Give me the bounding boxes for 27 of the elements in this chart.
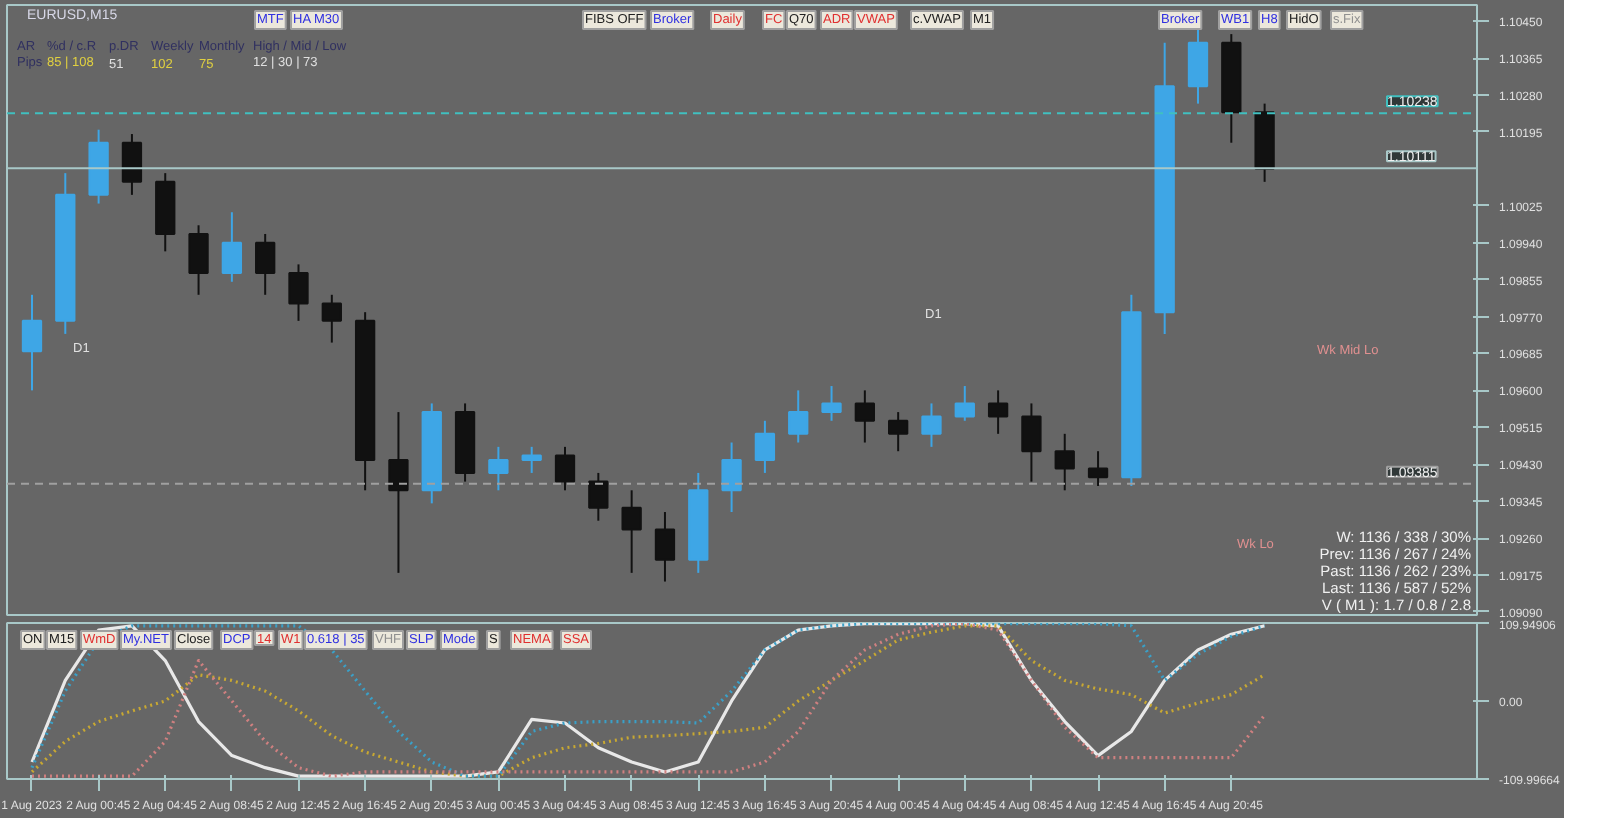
candlestick: [588, 471, 609, 522]
candlestick: [1087, 450, 1109, 487]
candlestick: [721, 441, 742, 514]
candlestick: [1187, 28, 1209, 105]
candlestick: [21, 293, 43, 392]
candlestick: [388, 411, 409, 574]
candlestick: [788, 389, 809, 444]
candlestick: [621, 489, 642, 574]
candlestick: [488, 445, 509, 492]
candlestick: [1021, 402, 1042, 483]
candlestick: [521, 445, 542, 474]
candlestick: [1054, 432, 1075, 492]
candlestick: [188, 224, 209, 296]
candlestick: [754, 419, 776, 474]
candlestick: [554, 445, 576, 492]
candlestick: [821, 385, 842, 422]
candlestick: [954, 385, 975, 422]
candlestick: [255, 232, 276, 296]
candlestick: [987, 389, 1009, 435]
candlestick: [921, 402, 942, 448]
candlestick: [854, 389, 876, 444]
candlestick: [221, 211, 243, 283]
candlestick: [888, 411, 909, 453]
candlestick: [654, 511, 676, 583]
candlestick: [121, 133, 143, 196]
candlestick: [288, 263, 309, 322]
candlestick: [321, 293, 342, 344]
